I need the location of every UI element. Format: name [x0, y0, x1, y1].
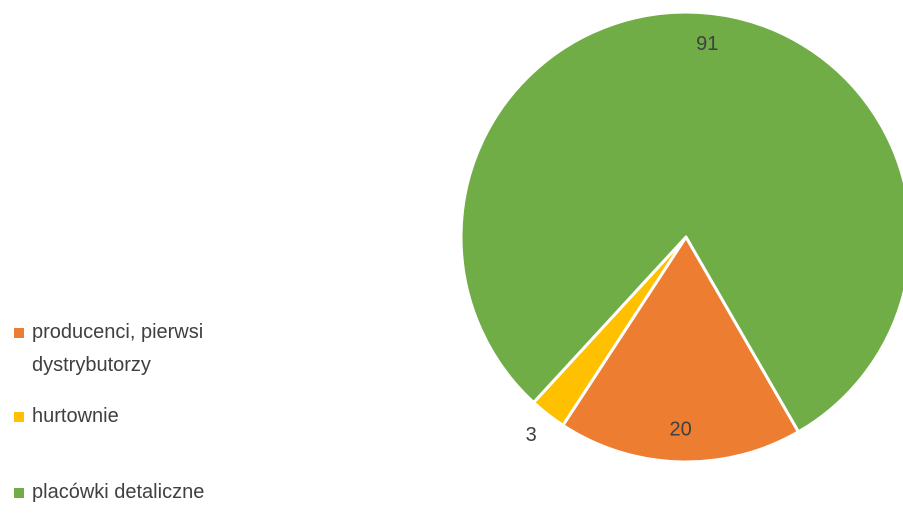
legend-item: placówki detaliczne [14, 476, 264, 509]
legend-swatch [14, 328, 24, 338]
pie-slice [561, 235, 800, 464]
data-label: 3 [526, 424, 537, 446]
legend-item: hurtownie [14, 400, 264, 433]
data-label: 20 [670, 419, 692, 441]
legend-label: producenci, pierwsi dystrybutorzy [32, 321, 204, 376]
legend-swatch [14, 412, 24, 422]
legend-swatch [14, 488, 24, 498]
pie-slice [459, 10, 903, 434]
legend-label: hurtownie [32, 405, 119, 427]
legend-label: placówki detaliczne [32, 481, 205, 503]
data-label: 91 [696, 33, 718, 55]
legend-item: producenci, pierwsi dystrybutorzy [14, 316, 264, 382]
